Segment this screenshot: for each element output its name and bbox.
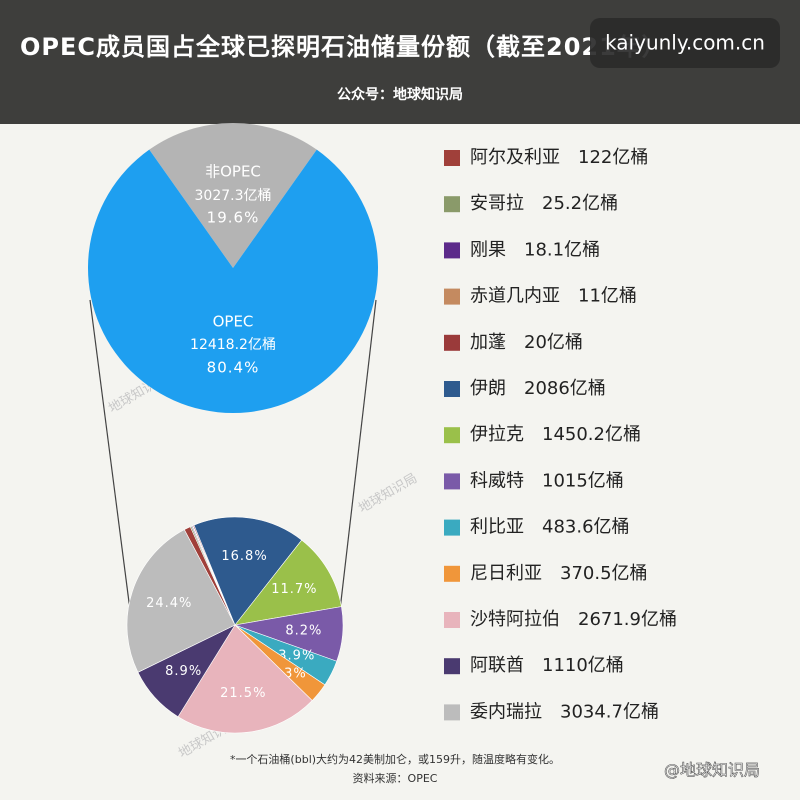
percent-label: 8.9% [165, 664, 202, 679]
legend-amount: 25.2亿桶 [542, 193, 618, 214]
percent-label: 19.6% [207, 209, 260, 227]
legend-amount: 483.6亿桶 [542, 517, 630, 538]
legend-amount: 1110亿桶 [542, 655, 624, 676]
legend-amount: 1450.2亿桶 [542, 424, 641, 445]
percent-label: 80.4% [207, 359, 260, 377]
legend-entry: 安哥拉 25.2亿桶 [470, 193, 618, 214]
legend-entry: 伊朗 2086亿桶 [470, 378, 606, 399]
amount-label: 3027.3亿桶 [195, 188, 272, 204]
pie-slice [193, 516, 303, 626]
legend-amount: 11亿桶 [578, 286, 637, 307]
legend-swatch [444, 196, 460, 213]
legend-amount: 18.1亿桶 [524, 239, 600, 260]
subtitle: 公众号：地球知识局 [337, 86, 463, 103]
legend-name: 加蓬 [470, 332, 506, 353]
legend-amount: 1015亿桶 [542, 470, 624, 491]
legend-swatch [444, 565, 460, 582]
legend-entry: 科威特 1015亿桶 [470, 470, 624, 491]
legend-amount: 20亿桶 [524, 332, 583, 353]
legend-entry: 加蓬 20亿桶 [470, 332, 583, 353]
footnote: *一个石油桶(bbl)大约为42美制加仑，或159升，随温度略有变化。 [230, 752, 560, 766]
legend-amount: 122亿桶 [578, 147, 648, 168]
legend-swatch [444, 334, 460, 351]
legend-entry: 伊拉克 1450.2亿桶 [470, 424, 641, 445]
pie-slice [88, 149, 379, 414]
watermark-box [590, 18, 780, 68]
legend-entry: 沙特阿拉伯 2671.9亿桶 [470, 609, 677, 630]
legend-swatch [444, 473, 460, 490]
legend-name: 安哥拉 [470, 193, 524, 214]
legend-amount: 2086亿桶 [524, 378, 606, 399]
legend-name: 阿联酋 [470, 655, 524, 676]
legend-amount: 3034.7亿桶 [560, 701, 659, 722]
legend-name: 赤道几内亚 [470, 286, 560, 307]
legend-amount: 370.5亿桶 [560, 563, 648, 584]
source: 资料来源：OPEC [353, 771, 438, 785]
pie-label: OPEC [213, 313, 254, 331]
legend-entry: 刚果 18.1亿桶 [470, 239, 600, 260]
legend-swatch [444, 242, 460, 259]
connector [89, 299, 131, 611]
percent-label: 21.5% [220, 686, 266, 701]
percent-label: 24.4% [146, 596, 192, 611]
legend-swatch [444, 658, 460, 675]
legend-name: 伊朗 [470, 378, 506, 399]
legend-name: 刚果 [470, 239, 506, 260]
legend-entry: 尼日利亚 370.5亿桶 [470, 563, 648, 584]
watermark: kaiyunly.com.cn [605, 31, 765, 55]
account-watermark: @地球知识局 [664, 761, 760, 780]
title: OPEC成员国占全球已探明石油储量份额（截至2021年） [20, 33, 667, 61]
pie-slice [126, 529, 236, 673]
legend-name: 利比亚 [470, 517, 524, 538]
legend-name: 委内瑞拉 [470, 701, 542, 722]
pie-slice [149, 123, 317, 268]
legend-swatch [444, 427, 460, 444]
legend-entry: 阿联酋 1110亿桶 [470, 655, 624, 676]
pie-slice [234, 539, 342, 626]
legend-amount: 2671.9亿桶 [578, 609, 677, 630]
legend-swatch [444, 612, 460, 628]
legend-name: 科威特 [470, 470, 524, 491]
legend-name: 阿尔及利亚 [470, 147, 560, 168]
legend-name: 尼日利亚 [470, 563, 542, 584]
legend-swatch [444, 288, 460, 305]
legend-swatch [444, 519, 460, 536]
legend-name: 伊拉克 [470, 424, 524, 445]
legend-entry: 利比亚 483.6亿桶 [470, 517, 630, 538]
legend-entry: 阿尔及利亚 122亿桶 [470, 147, 648, 168]
percent-label: 8.2% [285, 623, 322, 638]
legend-swatch [444, 704, 460, 721]
amount-label: 12418.2亿桶 [190, 337, 276, 353]
pie-label: 非OPEC [205, 163, 261, 181]
percent-label: 11.7% [271, 582, 317, 597]
connector [339, 299, 377, 611]
pie-slice [177, 624, 313, 734]
legend-swatch [444, 150, 460, 166]
legend-swatch [444, 381, 460, 397]
legend-entry: 赤道几内亚 11亿桶 [470, 286, 637, 307]
percent-label: 16.8% [221, 549, 267, 564]
legend-name: 沙特阿拉伯 [470, 609, 560, 630]
legend-entry: 委内瑞拉 3034.7亿桶 [470, 701, 659, 722]
percent-label: 3% [284, 666, 307, 681]
